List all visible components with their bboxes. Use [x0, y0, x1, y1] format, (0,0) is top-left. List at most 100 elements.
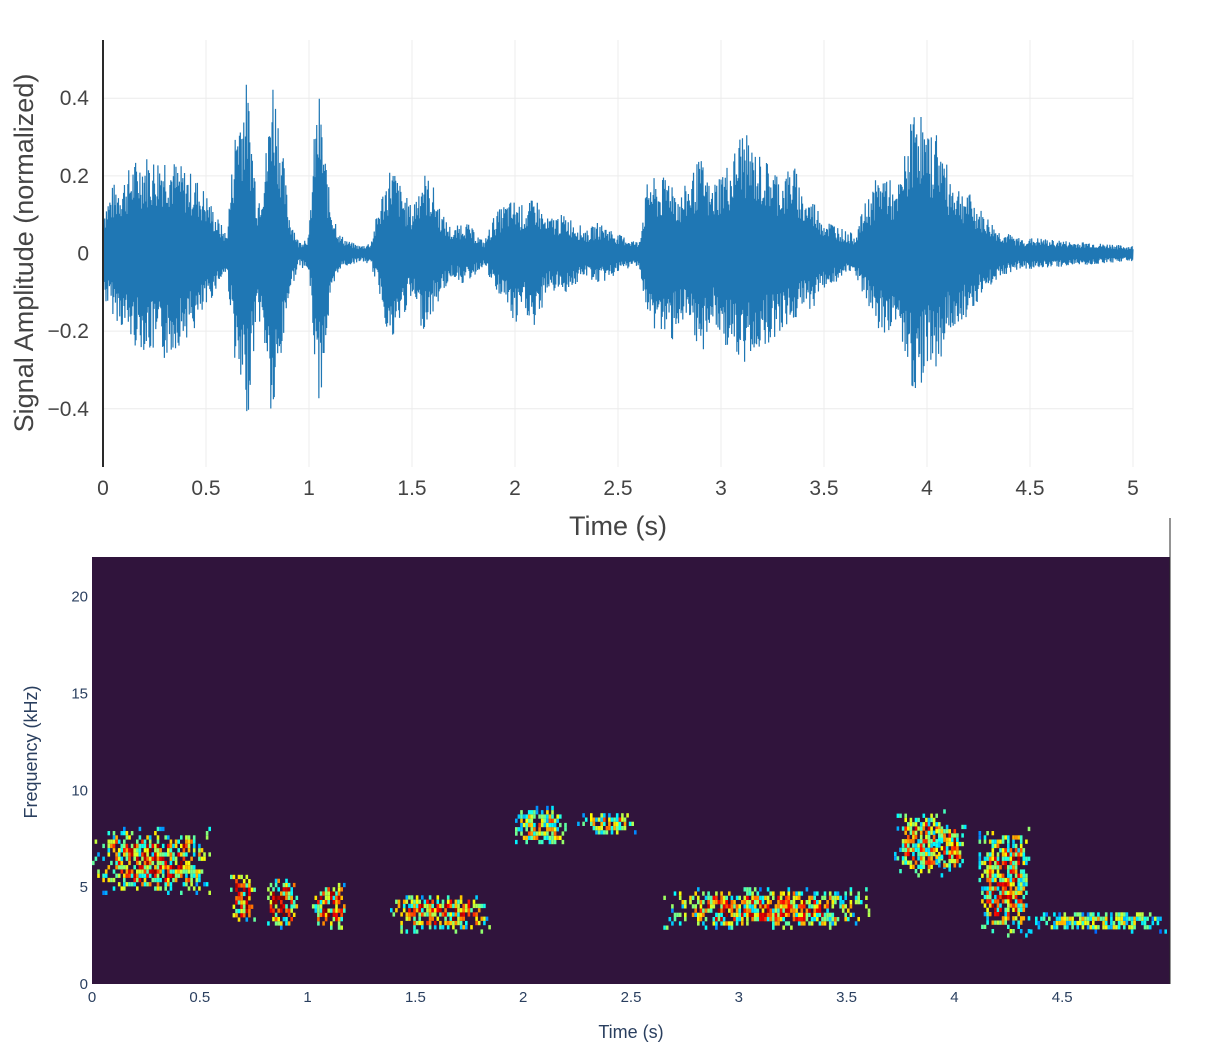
spectrogram-cell — [728, 925, 731, 930]
spectrogram-cell — [782, 891, 785, 896]
spectrogram-cell — [907, 847, 910, 852]
spectrogram-cell — [766, 895, 770, 900]
spectrogram-cell — [715, 895, 718, 900]
spectrogram-cell — [702, 908, 705, 913]
spectrogram-cell — [988, 839, 992, 844]
spectrogram-cell — [1092, 925, 1095, 930]
spectrogram-cell — [930, 843, 933, 848]
spectrogram-cell — [831, 921, 835, 926]
spectrogram-cell — [1001, 916, 1005, 921]
spectrogram-cell — [527, 835, 531, 840]
spectrogram-cell — [177, 865, 180, 870]
spectrogram-cell — [912, 843, 915, 848]
spectrogram-cell — [485, 916, 489, 921]
spectrogram-cell — [553, 822, 557, 828]
spectrogram-cell — [991, 929, 995, 934]
spectrogram-cell — [205, 831, 209, 836]
spectrogram-cell — [1009, 856, 1013, 861]
spectrogram-cell — [1022, 869, 1026, 874]
spectrogram-cell — [678, 921, 682, 926]
spectrogram-cell — [337, 900, 341, 905]
spectrogram-cell — [1007, 877, 1010, 883]
spectrogram-cell — [759, 895, 762, 900]
spectrogram-cell — [623, 826, 627, 831]
spectrogram-cell — [904, 839, 907, 844]
spectrogram-cell — [1014, 894, 1018, 900]
spectrogram-cell — [1133, 916, 1136, 921]
spectrogram-cell — [444, 916, 447, 921]
spectrogram-cell — [235, 883, 238, 888]
spectrogram-cell — [444, 920, 447, 926]
spectrogram-cell — [1022, 873, 1026, 878]
spectrogram-cell — [167, 835, 170, 840]
spectrogram-cell — [810, 904, 814, 909]
spectrogram-y-tick-label: 20 — [71, 589, 88, 606]
spectrogram-cell — [1004, 899, 1007, 904]
spectrogram-cell — [136, 886, 139, 891]
spectrogram-cell — [285, 908, 288, 913]
spectrogram-cell — [454, 929, 458, 934]
spectrogram-cell — [457, 916, 460, 921]
spectrogram-cell — [841, 908, 845, 913]
spectrogram-cell — [784, 900, 788, 905]
spectrogram-cell — [413, 916, 416, 921]
spectrogram-cell — [467, 903, 471, 909]
spectrogram-cell — [177, 873, 180, 878]
spectrogram-cell — [702, 921, 705, 926]
spectrogram-cell — [187, 865, 191, 870]
spectrogram-cell — [540, 822, 544, 828]
spectrogram-cell — [996, 852, 1000, 857]
spectrogram-cell — [816, 908, 819, 913]
spectrogram-cell — [535, 831, 539, 836]
spectrogram-cell — [330, 895, 333, 900]
spectrogram-cell — [797, 912, 801, 917]
spectrogram-cell — [97, 869, 100, 874]
spectrogram-cell — [322, 891, 325, 896]
spectrogram-cell — [626, 813, 629, 818]
spectrogram-cell — [922, 843, 926, 848]
spectrogram-cell — [327, 900, 330, 905]
spectrogram-cell — [1076, 920, 1079, 926]
spectrogram-cell — [208, 826, 211, 832]
spectrogram-cell — [912, 847, 915, 852]
spectrogram-cell — [930, 847, 933, 852]
spectrogram-cell — [940, 846, 944, 851]
spectrogram-cell — [1089, 925, 1092, 930]
spectrogram-cell — [190, 882, 193, 887]
spectrogram-cell — [292, 882, 296, 888]
spectrogram-cell — [198, 886, 201, 891]
spectrogram-cell — [290, 900, 293, 905]
spectrogram-cell — [335, 904, 338, 909]
spectrogram-cell — [1007, 873, 1010, 878]
spectrogram-cell — [400, 920, 403, 926]
spectrogram-cell — [823, 891, 827, 896]
spectrogram-cell — [810, 917, 814, 922]
spectrogram-cell — [904, 856, 907, 861]
spectrogram-cell — [102, 890, 105, 895]
spectrogram-cell — [123, 831, 126, 836]
spectrogram-cell — [164, 860, 167, 866]
spectrogram-cell — [704, 895, 708, 900]
spectrogram-cell — [836, 917, 840, 922]
spectrogram-cell — [138, 865, 142, 870]
spectrogram-cell — [621, 826, 624, 831]
spectrogram-cell — [322, 921, 325, 926]
spectrogram-cell — [1012, 877, 1015, 883]
spectrogram-cell — [821, 921, 824, 926]
spectrogram-cell — [958, 841, 962, 847]
spectrogram-cell — [953, 846, 957, 851]
spectrogram-cell — [343, 908, 346, 913]
spectrogram-cell — [722, 908, 726, 913]
spectrogram-cell — [402, 908, 406, 913]
spectrogram-cell — [335, 900, 338, 905]
spectrogram-cell — [1009, 869, 1013, 874]
spectrogram-cell — [553, 831, 557, 836]
spectrogram-cell — [613, 817, 616, 822]
spectrogram-cell — [169, 852, 173, 857]
spectrogram-cell — [287, 895, 291, 900]
spectrogram-cell — [530, 818, 534, 823]
spectrogram-cell — [927, 826, 931, 831]
spectrogram-cell — [561, 839, 565, 845]
spectrogram-cell — [764, 895, 767, 900]
spectrogram-cell — [684, 900, 687, 905]
